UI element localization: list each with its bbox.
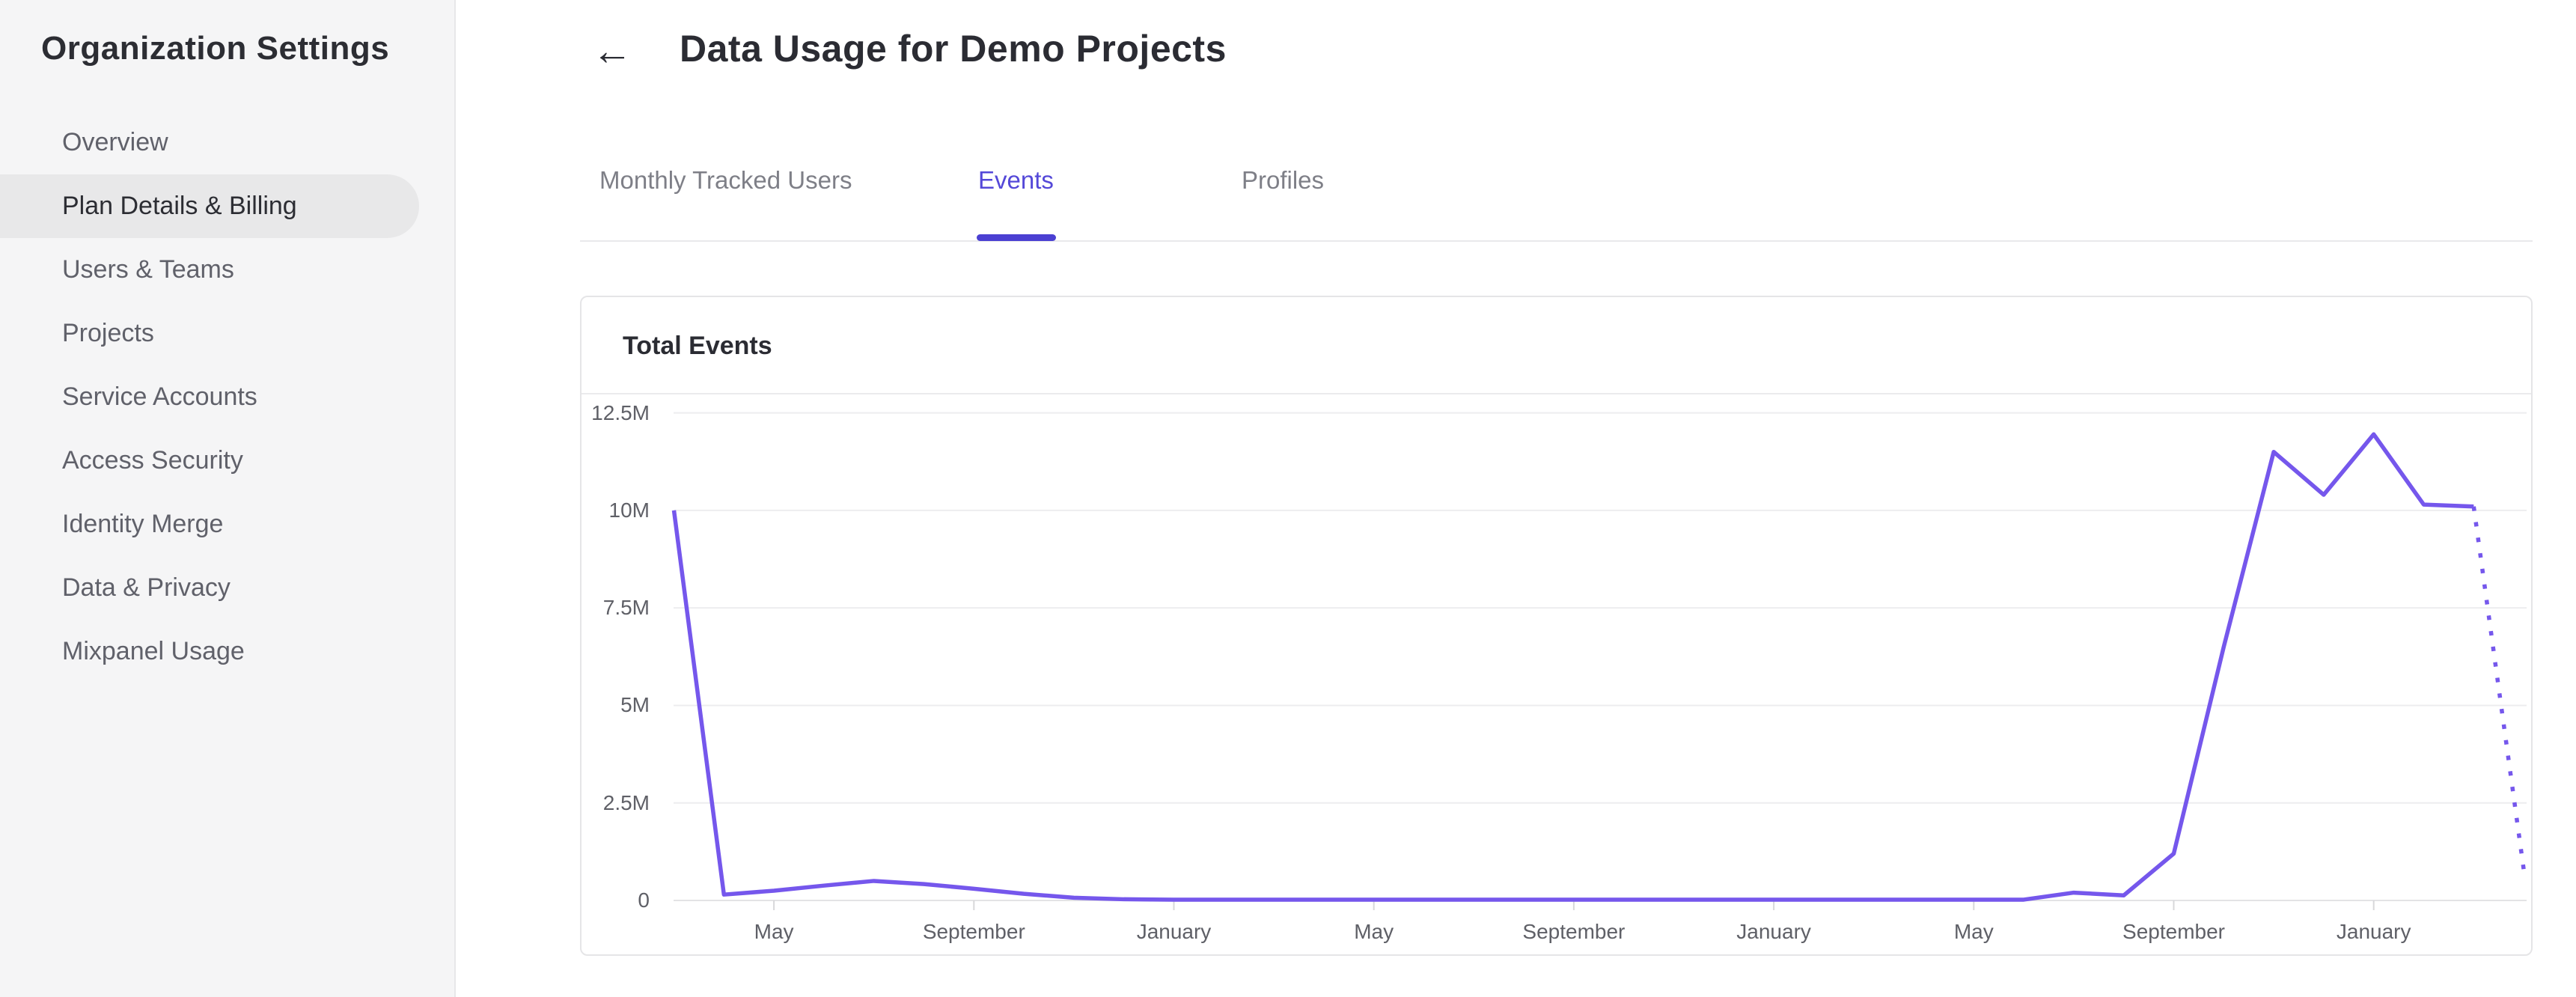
x-axis-label: January <box>1736 920 1811 943</box>
sidebar-item-access-security[interactable]: Access Security <box>62 446 243 475</box>
sidebar-item-plan-details-billing[interactable]: Plan Details & Billing <box>0 174 419 238</box>
sidebar-item-identity-merge[interactable]: Identity Merge <box>62 510 224 538</box>
y-axis-label: 7.5M <box>602 596 650 620</box>
y-axis-label: 12.5M <box>591 400 650 424</box>
x-axis-label: May <box>754 920 794 943</box>
x-axis-label: January <box>1136 920 1212 943</box>
y-axis-label: 10M <box>608 498 650 522</box>
sidebar-item-mixpanel-usage[interactable]: Mixpanel Usage <box>62 637 245 665</box>
sidebar-nav: Overview Plan Details & Billing Users & … <box>0 111 454 683</box>
sidebar-item-service-accounts[interactable]: Service Accounts <box>62 382 257 411</box>
page-title: Data Usage for Demo Projects <box>680 28 1227 70</box>
y-axis-label: 2.5M <box>602 790 650 814</box>
sidebar-item-overview[interactable]: Overview <box>62 128 168 156</box>
card-title: Total Events <box>623 332 772 360</box>
tab-events[interactable]: Events <box>978 166 1054 194</box>
back-arrow-icon[interactable]: ← <box>592 28 632 73</box>
sidebar-item-projects[interactable]: Projects <box>62 319 154 347</box>
x-axis-label: September <box>922 920 1025 943</box>
y-axis-label: 0 <box>638 888 650 912</box>
tab-monthly-tracked-users[interactable]: Monthly Tracked Users <box>599 166 852 194</box>
organization-settings-sidebar: Organization Settings Overview Plan Deta… <box>0 0 456 997</box>
tab-profiles[interactable]: Profiles <box>1242 166 1325 194</box>
x-axis-label: January <box>2336 920 2411 943</box>
sidebar-item-data-privacy[interactable]: Data & Privacy <box>62 573 231 602</box>
x-axis-label: September <box>1522 920 1626 943</box>
x-axis-label: May <box>1953 920 1994 943</box>
active-tab-underline <box>977 234 1056 241</box>
sidebar-item-users-teams[interactable]: Users & Teams <box>62 255 234 284</box>
card-header: Total Events <box>582 297 2531 394</box>
x-axis-label: May <box>1354 920 1394 943</box>
tabs-divider <box>580 240 2533 242</box>
sidebar-title: Organization Settings <box>41 30 390 67</box>
x-axis-label: September <box>2122 920 2225 943</box>
y-axis-label: 5M <box>620 693 650 717</box>
total-events-card: Total Events <box>580 296 2533 956</box>
